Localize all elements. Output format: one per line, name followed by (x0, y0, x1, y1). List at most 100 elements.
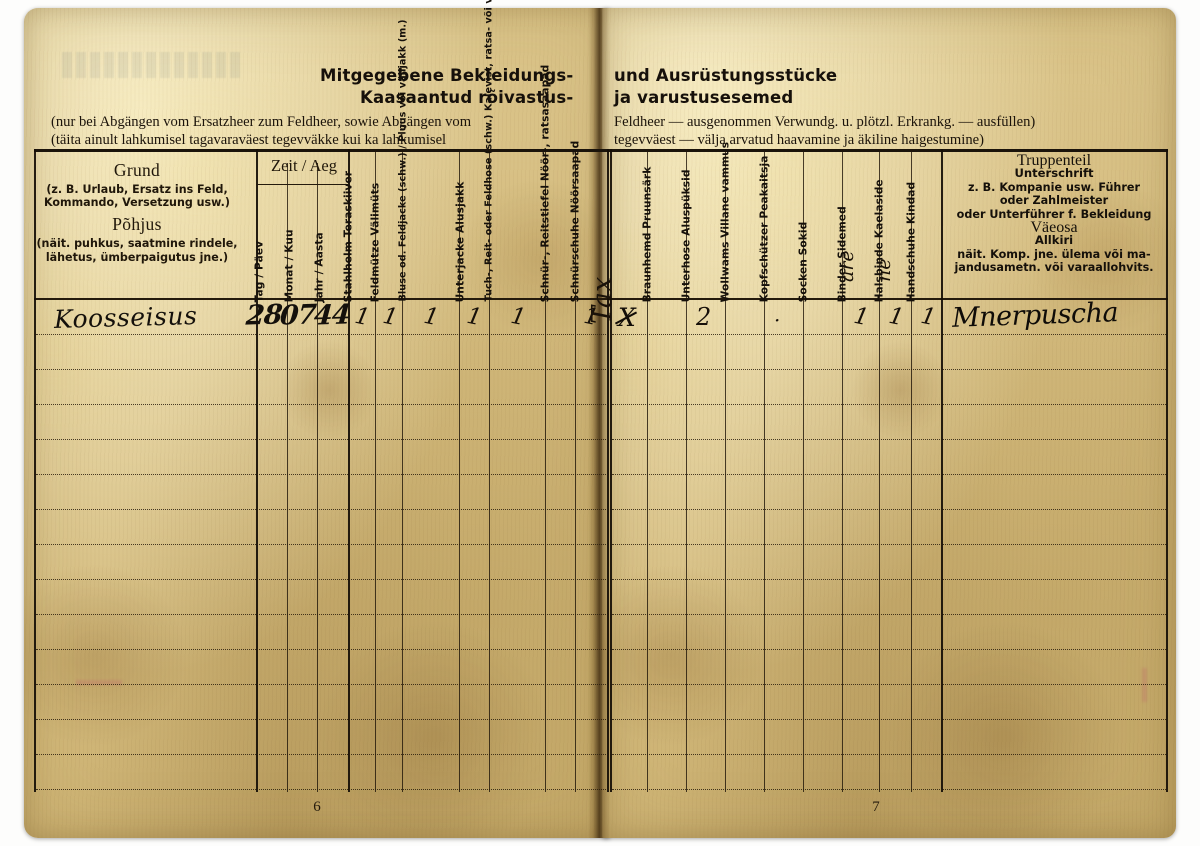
truppenteil-line6: Väeosa (1030, 219, 1078, 237)
col-header-halsbinde: Halsbinde Kaelaside (873, 179, 886, 303)
col-border-socken-binder (842, 149, 843, 792)
col-header-kopfschuetzer: Kopfschützer Peakaitsja (758, 155, 771, 303)
grund-title: Grund (113, 160, 161, 180)
row-sep (36, 614, 606, 615)
entry-mark-braunhemd: 2 (696, 303, 712, 331)
truppenteil-line9: jandusametn. või varaallohvits. (954, 261, 1154, 275)
col-header-schnuerschuhe: Schnürschuhe Nöörsaapad (569, 140, 582, 303)
col-header-bluse: Bluse od. Feldjacke (schw.) / Pluus või … (397, 19, 409, 302)
entry-mark-feldmuetze: 1 (380, 302, 400, 332)
col-header-wollwams: Wollwams Villane vammus (719, 141, 732, 303)
entry-mark-tuchhose: 1 (508, 302, 528, 332)
col-border-unterjacke-tuchhose (489, 149, 490, 792)
col-header-unterhose: Unterhose Aluspüksid (680, 169, 693, 303)
col-header-jahr: Jahr / Aasta (313, 232, 326, 303)
truppenteil-line4: oder Zahlmeister (999, 194, 1109, 208)
row-sep (36, 404, 606, 405)
col-header-monat: Monat / Kuu (283, 229, 296, 303)
truppenteil-line5: oder Unterführer f. Bekleidung (956, 207, 1152, 221)
col-header-feldmuetze: Feldmütze Välimüts (369, 182, 382, 303)
col-border-braunhemd-unterhose (686, 149, 687, 792)
row-sep (612, 684, 1166, 685)
grund-subtitle-de: (z. B. Urlaub, Ersatz ins Feld, Kommando… (44, 183, 230, 210)
row-sep (36, 474, 606, 475)
entry-mark-halsbinde: 1 (886, 302, 906, 332)
entry-month: 07 (278, 299, 317, 332)
col-border-reitstiefel-schnuerschuhe (575, 149, 576, 792)
row-sep (612, 369, 1166, 370)
row-sep (36, 334, 606, 335)
col-border-left-edge (34, 149, 37, 792)
truppenteil-line8: näit. Komp. jne. ülema või ma- (957, 247, 1151, 261)
col-header-handschuhe: Handschuhe Kindad (905, 181, 918, 303)
entry-day: 28 (244, 299, 283, 332)
col-border-bluse-unterjacke (459, 149, 460, 792)
pohjus-subtitle-et: (näit. puhkus, saatmine rindele, lähetus… (36, 237, 238, 264)
truppenteil-line3: z. B. Kompanie usw. Führer (967, 180, 1140, 194)
row-sep (36, 754, 606, 755)
subheadline-et-right: tegevväest — välja arvatud haavamine ja … (614, 132, 984, 148)
zeit-aeg-title: Zeit / Aeg (271, 156, 337, 175)
row-sep (36, 649, 606, 650)
col-border-right-edge-left-page (607, 149, 610, 792)
col-border-feldmuetze-bluse (402, 149, 403, 792)
row-sep (612, 404, 1166, 405)
col-header-braunhemd: Braunhemd Pruunsärk (641, 166, 654, 303)
entry-mark-handschuhe: 1 (918, 302, 938, 332)
entry-reason: Koosseisus (53, 301, 198, 334)
pohjus-title: Põhjus (112, 214, 162, 235)
entry-mark-tax: X (618, 303, 636, 332)
table-header-rule-left (34, 298, 610, 300)
zeit-group-rule (256, 184, 348, 186)
truppenteil-line2: Unterschrift (1014, 166, 1094, 181)
col-border-wollwams-kopfschuetzer (764, 149, 765, 792)
entry-mark-binder: 1 (851, 302, 871, 332)
row-sep (612, 719, 1166, 720)
row-sep (612, 334, 1166, 335)
entry-mark-unterjacke: 1 (464, 302, 484, 332)
row-sep (36, 719, 606, 720)
col-border-tax-braunhemd (647, 149, 648, 792)
table-top-rule-right (610, 149, 1168, 152)
col-border-grund-zeit (256, 149, 259, 792)
entry-mark-schnuerschuhe: 1 (581, 302, 601, 332)
col-header-unterjacke: Unterjacke Alusjakk (454, 181, 467, 303)
entry-year: 44 (312, 299, 351, 332)
row-sep (612, 614, 1166, 615)
col-border-left-edge-right-page (610, 149, 613, 792)
subheadline-de-left: (nur bei Abgängen vom Ersatzheer zum Fel… (51, 114, 472, 130)
col-header-stahlhelm: Stahlhelm Teraskiiver (342, 170, 355, 303)
col-border-tuchhose-reitstiefel (545, 149, 546, 792)
row-sep (612, 439, 1166, 440)
headline-de-left: Mitgegebene Bekleidungs- (320, 66, 574, 85)
headline-et-right: ja varustusesemed (614, 88, 794, 107)
row-sep (36, 369, 606, 370)
table-top-rule-left (34, 149, 610, 152)
truppenteil-header-block: Truppenteil Unterschrift z. B. Kompanie … (942, 152, 1166, 275)
row-sep (36, 579, 606, 580)
pink-smudge-right (1142, 668, 1147, 702)
left-page: Mitgegebene Bekleidungs- Kaasaantud rõiv… (24, 0, 610, 838)
page-number-right: 7 (872, 799, 880, 815)
page-number-left: 6 (313, 799, 321, 815)
row-sep (612, 509, 1166, 510)
truppenteil-line1: Truppenteil (1016, 152, 1092, 169)
headline-de-right: und Ausrüstungsstücke (614, 66, 838, 85)
row-sep-bottom (612, 789, 1166, 790)
col-header-binder: Binder Sidemed (836, 206, 849, 303)
col-border-zeit-items (348, 149, 351, 792)
row-sep (36, 684, 606, 685)
table-header-rule-right (610, 298, 1168, 300)
col-border-unterhose-wollwams (725, 149, 726, 792)
col-border-tag-monat (287, 163, 288, 792)
col-border-right-edge-right-page (1166, 149, 1169, 792)
row-sep-bottom (36, 789, 606, 790)
row-sep (612, 579, 1166, 580)
col-header-tuchhose: Tuch-, Reit- oder Feldhose (schw.) Kalev… (483, 0, 495, 302)
entry-mark-stahlhelm: 1 (352, 302, 372, 332)
row-sep (36, 439, 606, 440)
entry-mark-kopfschuetzer: · (774, 308, 781, 332)
col-border-handschuhe-truppenteil (941, 149, 944, 792)
row-sep (36, 544, 606, 545)
